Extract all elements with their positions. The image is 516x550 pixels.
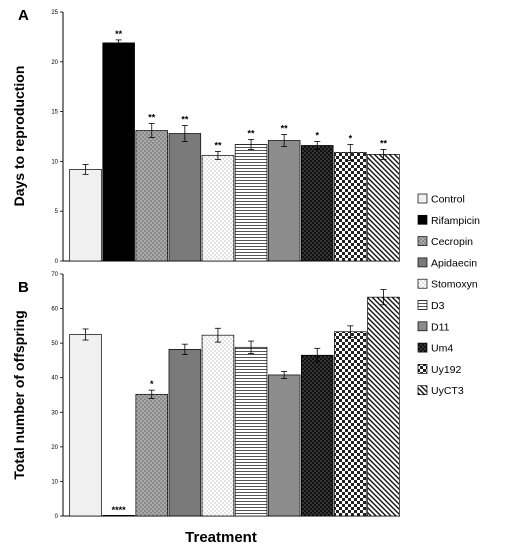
legend-item-uy192: Uy192 [417,364,462,376]
legend-swatch-d3 [417,300,428,310]
legend-item-control: Control [417,193,465,206]
legend-swatch-uy192 [417,364,428,374]
panel-a-significance-cecropin: ** [148,113,156,123]
legend-swatch-cecropin [417,236,428,246]
legend-label-stomoxyn: Stomoxyn [431,279,478,291]
panel-a-significance-rifampicin: ** [115,29,123,39]
panel-b-bar-apidaecin [168,349,202,517]
panel-b-bar-cecropin [135,393,168,517]
panel-a-significance-uyct3: ** [380,138,388,148]
legend-swatch-uyct3 [417,385,428,396]
legend-label-d3: D3 [431,300,445,312]
legend-item-apidaecin: Apidaecin [417,257,477,269]
panel-a-significance-uy192: * [349,133,353,143]
panel-a-y-tick-label: 15 [51,110,58,116]
panel-a-y-tick-label: 20 [51,60,58,66]
panel-b-bar-d11 [267,374,301,517]
panel-a-y-tick-label: 5 [55,209,59,215]
panel-a-y-tick-label: 25 [51,10,58,16]
panel-b-y-axis-label: Total number of offspring [11,310,27,479]
panel-a-bar-stomoxyn [201,155,235,262]
legend-item-cecropin: Cecropin [417,236,473,248]
panel-a-bar-rifampicin [102,42,135,262]
legend-label-uyct3: UyCT3 [431,385,464,397]
panel-a-significance-apidaecin: ** [181,115,189,125]
legend-item-d11: D11 [417,321,450,333]
panel-a-bar-cecropin [135,130,168,262]
panel-a-bar-uyct3 [367,154,400,262]
legend-swatch-rifampicin [417,214,428,225]
panel-b-y-tick-label: 70 [51,272,58,278]
panel-b-bar-rifampicin [102,515,135,516]
panel-b-bar-uy192 [334,331,367,517]
panel-b-bar-control [69,334,102,517]
panel-b-y-tick-label: 10 [51,479,58,485]
panel-a-significance-um4: * [315,130,319,140]
panel-b-y-tick-label: 0 [55,514,59,520]
legend-swatch-um4 [417,342,428,353]
panel-b-y-tick-label: 40 [51,376,58,382]
panel-b-bar-uyct3 [367,296,400,517]
panel-b-y-tick-label: 20 [51,445,58,451]
panel-b: B Total number of offspring 0 10 20 30 40 50 6… [11,272,400,520]
panel-a-y-tick-label: 0 [55,259,59,265]
legend-swatch-stomoxyn [417,278,428,289]
panel-b-y-tick-label: 30 [51,410,58,416]
panel-b-y-tick-label: 60 [51,307,58,313]
legend: Control Rifampicin Cecropin Apidaecin Stomox… [417,193,480,397]
legend-label-control: Control [431,194,465,206]
legend-label-d11: D11 [431,321,450,333]
panel-a-bar-control [69,169,102,262]
panel-a-y-tick-label: 10 [51,159,58,165]
legend-label-rifampicin: Rifampicin [431,215,480,227]
legend-swatch-apidaecin [417,257,428,268]
legend-label-uy192: Uy192 [431,364,462,376]
legend-item-rifampicin: Rifampicin [417,214,480,227]
x-axis-label: Treatment [185,529,257,546]
panel-a-y-axis-label: Days to reproduction [11,66,27,207]
panel-a-significance-d11: ** [281,124,289,134]
legend-label-apidaecin: Apidaecin [431,257,477,269]
panel-b-significance-rifampicin: **** [112,505,127,515]
legend-label-um4: Um4 [431,343,453,355]
panel-a-bar-uy192 [334,152,367,262]
legend-swatch-d11 [417,321,428,332]
panel-a-significance-stomoxyn: ** [214,140,222,150]
panel-b-letter: B [18,279,29,296]
panel-a-significance-d3: ** [248,128,256,138]
panel-a-bar-d11 [267,140,301,262]
panel-b-bar-um4 [301,354,334,517]
legend-swatch-control [417,193,428,204]
panel-b-y-tick-label: 50 [51,341,58,347]
legend-label-cecropin: Cecropin [431,236,473,248]
panel-b-bar-d3 [234,346,268,517]
panel-a-bar-d3 [234,144,268,262]
legend-item-uyct3: UyCT3 [417,385,464,397]
panel-a-bar-apidaecin [168,133,202,262]
legend-item-stomoxyn: Stomoxyn [417,278,478,291]
panel-b-significance-cecropin: * [150,379,154,389]
panel-b-bar-stomoxyn [201,334,235,517]
panel-a-bar-um4 [301,145,334,262]
panel-a-letter: A [18,7,29,24]
legend-item-um4: Um4 [417,342,453,355]
legend-item-d3: D3 [417,300,445,312]
